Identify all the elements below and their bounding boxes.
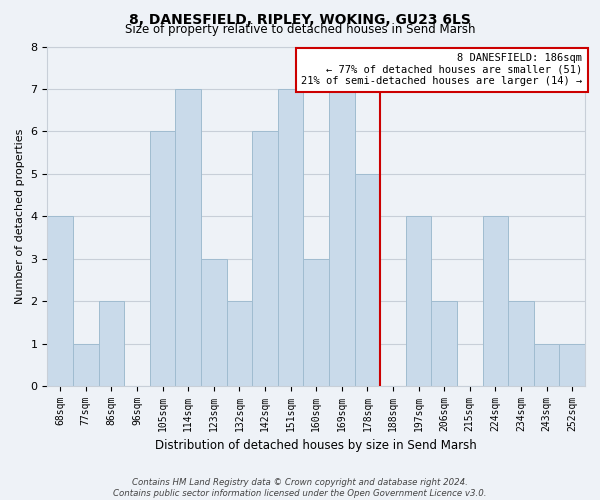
Bar (201, 259, 227, 386)
Bar (227, 302, 252, 386)
Bar (508, 302, 534, 386)
Bar (329, 89, 355, 386)
Y-axis label: Number of detached properties: Number of detached properties (15, 128, 25, 304)
Text: 8 DANESFIELD: 186sqm
← 77% of detached houses are smaller (51)
21% of semi-detac: 8 DANESFIELD: 186sqm ← 77% of detached h… (301, 54, 583, 86)
Text: 8, DANESFIELD, RIPLEY, WOKING, GU23 6LS: 8, DANESFIELD, RIPLEY, WOKING, GU23 6LS (129, 12, 471, 26)
Bar (278, 89, 304, 386)
Bar (47, 216, 73, 386)
Bar (355, 174, 380, 386)
Bar (73, 344, 98, 386)
Bar (304, 259, 329, 386)
Bar (175, 89, 201, 386)
Bar (150, 132, 175, 386)
Bar (406, 216, 431, 386)
Bar (431, 302, 457, 386)
Bar (534, 344, 559, 386)
Bar (98, 302, 124, 386)
Text: Size of property relative to detached houses in Send Marsh: Size of property relative to detached ho… (125, 22, 475, 36)
Bar (559, 344, 585, 386)
Bar (252, 132, 278, 386)
Bar (482, 216, 508, 386)
X-axis label: Distribution of detached houses by size in Send Marsh: Distribution of detached houses by size … (155, 440, 477, 452)
Text: Contains HM Land Registry data © Crown copyright and database right 2024.
Contai: Contains HM Land Registry data © Crown c… (113, 478, 487, 498)
